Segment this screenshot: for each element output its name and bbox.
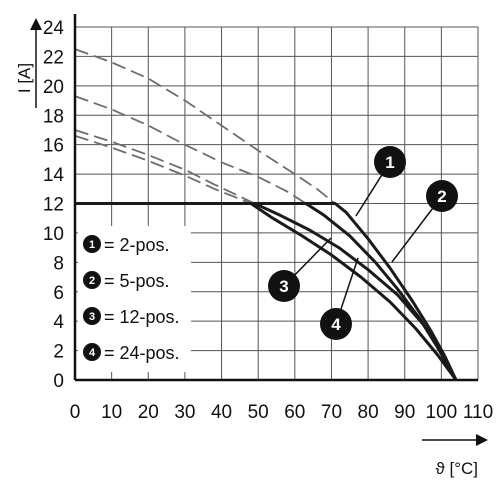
x-tick-label: 60 xyxy=(284,402,305,423)
legend-entry-label: = 2-pos. xyxy=(104,235,170,255)
y-axis-label: I [A] xyxy=(15,63,34,93)
x-axis-label: ϑ [°C] xyxy=(435,459,478,478)
y-tick-label: 22 xyxy=(43,47,64,68)
x-tick-label: 30 xyxy=(174,402,195,423)
y-tick-label: 20 xyxy=(43,77,64,98)
legend-badge-icon xyxy=(83,235,101,253)
legend: 1 = 2-pos. 2 = 5-pos. 3 = 12-pos. 4 = 24-pos. xyxy=(78,226,191,372)
series-line-4 xyxy=(75,202,458,381)
dashed-extension-1 xyxy=(74,48,336,205)
y-arrow-head-icon xyxy=(30,18,42,30)
x-arrow-head-icon xyxy=(476,434,488,446)
x-tick-label: 0 xyxy=(70,402,81,423)
x-tick-label: 50 xyxy=(248,402,269,423)
legend-badge-icon xyxy=(83,343,101,361)
chart-axes xyxy=(30,14,488,446)
y-tick-label: 14 xyxy=(43,165,65,186)
callout-badge-number: 2 xyxy=(437,187,446,206)
x-tick-label: 10 xyxy=(101,402,122,423)
y-tick-label: 10 xyxy=(43,224,64,245)
series-line-3 xyxy=(75,202,458,381)
legend-badge-number: 1 xyxy=(89,239,95,251)
x-tick-label: 90 xyxy=(394,402,415,423)
x-tick-label: 80 xyxy=(358,402,379,423)
callout-badge-icon xyxy=(426,180,458,212)
legend-entry-label: = 12-pos. xyxy=(104,307,180,327)
callout-badge-number: 4 xyxy=(331,315,341,334)
legend-entry-label: = 5-pos. xyxy=(104,271,170,291)
callout-badge-icon xyxy=(320,308,352,340)
callout-badge-icon xyxy=(268,270,300,302)
y-tick-label: 0 xyxy=(53,371,64,392)
legend-badge-icon xyxy=(83,307,101,325)
callout-badge-icon xyxy=(374,146,406,178)
y-tick-label: 24 xyxy=(43,18,65,39)
x-tick-label: 100 xyxy=(426,402,458,423)
callout-badge-number: 1 xyxy=(385,153,394,172)
x-tick-label: 20 xyxy=(138,402,159,423)
dashed-extension-2 xyxy=(74,95,307,205)
x-tick-label: 70 xyxy=(321,402,342,423)
dashed-extension-group xyxy=(74,48,336,205)
legend-badge-icon xyxy=(83,271,101,289)
y-tick-label: 16 xyxy=(43,136,64,157)
series-curves-group xyxy=(75,202,458,381)
y-tick-label: 8 xyxy=(53,253,64,274)
y-tick-label: 4 xyxy=(53,312,64,333)
legend-badge-number: 2 xyxy=(89,275,95,287)
callouts-group: 1 2 3 4 xyxy=(268,146,458,340)
dashed-extension-4 xyxy=(74,134,252,205)
dashed-extension-3 xyxy=(74,129,255,205)
callout-badge-number: 3 xyxy=(279,277,288,296)
legend-badge-number: 4 xyxy=(89,347,96,359)
y-tick-label: 18 xyxy=(43,106,64,127)
x-tick-label: 40 xyxy=(211,402,232,423)
x-tick-label: 110 xyxy=(463,402,493,423)
legend-badge-number: 3 xyxy=(89,311,95,323)
y-tick-label: 2 xyxy=(53,342,64,363)
y-tick-label: 6 xyxy=(53,283,64,304)
legend-entry-label: = 24-pos. xyxy=(104,343,180,363)
y-tick-label: 12 xyxy=(43,195,64,216)
